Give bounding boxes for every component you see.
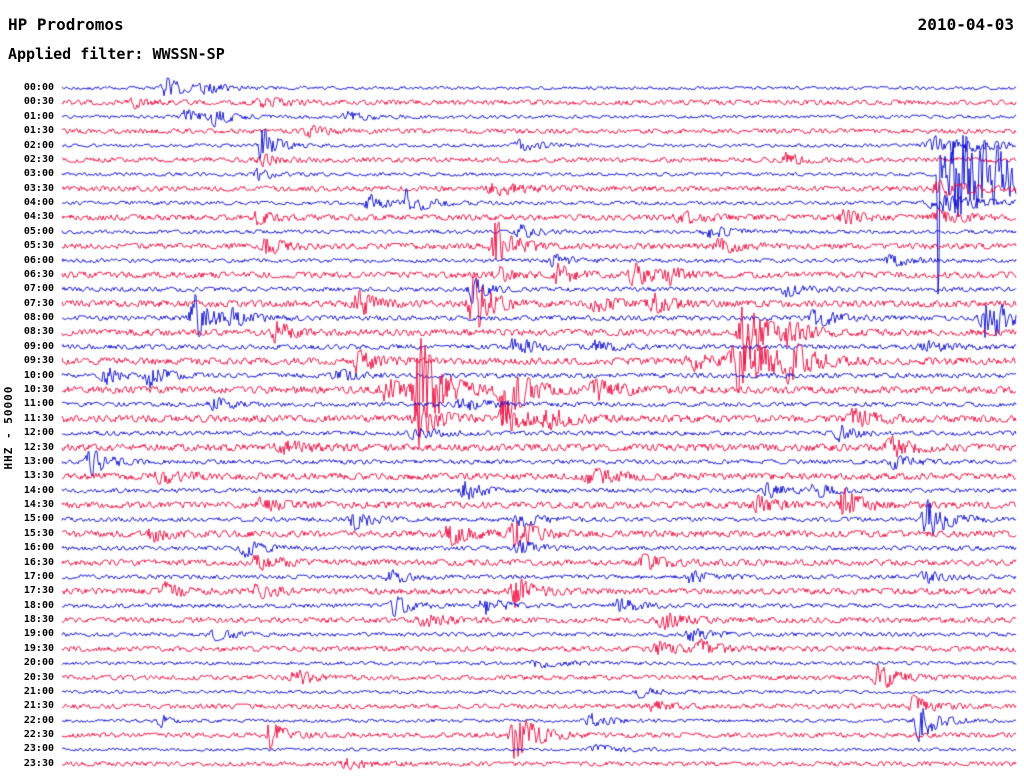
time-label: 08:30 bbox=[23, 326, 54, 338]
time-label: 09:30 bbox=[23, 355, 54, 367]
time-label: 04:30 bbox=[23, 211, 54, 223]
time-label: 01:30 bbox=[23, 125, 54, 137]
time-label: 11:00 bbox=[23, 398, 54, 410]
time-label: 03:30 bbox=[23, 182, 54, 194]
time-label: 15:30 bbox=[23, 527, 54, 539]
time-label: 13:30 bbox=[23, 470, 54, 482]
time-label: 23:00 bbox=[23, 743, 54, 755]
time-label: 13:00 bbox=[23, 455, 54, 467]
time-label: 12:00 bbox=[23, 427, 54, 439]
time-label: 10:30 bbox=[23, 383, 54, 395]
station-name: HP Prodromos bbox=[8, 15, 124, 34]
time-label: 12:30 bbox=[23, 441, 54, 453]
time-label: 14:30 bbox=[23, 499, 54, 511]
time-label: 19:00 bbox=[23, 628, 54, 640]
time-label: 23:30 bbox=[23, 757, 54, 769]
time-label: 17:00 bbox=[23, 570, 54, 582]
time-label: 18:00 bbox=[23, 599, 54, 611]
time-label: 08:00 bbox=[23, 312, 54, 324]
time-label: 00:30 bbox=[23, 96, 54, 108]
time-label: 10:00 bbox=[23, 369, 54, 381]
time-label: 22:30 bbox=[23, 729, 54, 741]
time-label: 04:00 bbox=[23, 197, 54, 209]
time-label: 14:00 bbox=[23, 484, 54, 496]
time-label: 21:30 bbox=[23, 700, 54, 712]
time-label: 16:00 bbox=[23, 542, 54, 554]
time-label: 06:00 bbox=[23, 254, 54, 266]
time-label: 01:00 bbox=[23, 110, 54, 122]
time-label: 09:00 bbox=[23, 340, 54, 352]
time-label: 19:30 bbox=[23, 642, 54, 654]
time-axis: 00:00 00:30 01:00 01:30 02:00 02:30 03:00 03:30… bbox=[0, 0, 58, 780]
time-label: 22:00 bbox=[23, 714, 54, 726]
time-label: 02:30 bbox=[23, 153, 54, 165]
time-label: 02:00 bbox=[23, 139, 54, 151]
date-label: 2010-04-03 bbox=[917, 15, 1014, 34]
time-label: 21:00 bbox=[23, 685, 54, 697]
time-label: 17:30 bbox=[23, 585, 54, 597]
time-label: 06:30 bbox=[23, 268, 54, 280]
filter-label: Applied filter: WWSSN-SP bbox=[8, 45, 225, 63]
time-label: 05:30 bbox=[23, 240, 54, 252]
time-label: 20:00 bbox=[23, 657, 54, 669]
time-label: 05:00 bbox=[23, 225, 54, 237]
time-label: 07:00 bbox=[23, 283, 54, 295]
time-label: 00:00 bbox=[23, 82, 54, 93]
time-label: 18:30 bbox=[23, 614, 54, 626]
time-label: 11:30 bbox=[23, 412, 54, 424]
time-label: 03:00 bbox=[23, 168, 54, 180]
time-label: 20:30 bbox=[23, 671, 54, 683]
time-label: 07:30 bbox=[23, 297, 54, 309]
time-label: 15:00 bbox=[23, 513, 54, 525]
time-label: 16:30 bbox=[23, 556, 54, 568]
